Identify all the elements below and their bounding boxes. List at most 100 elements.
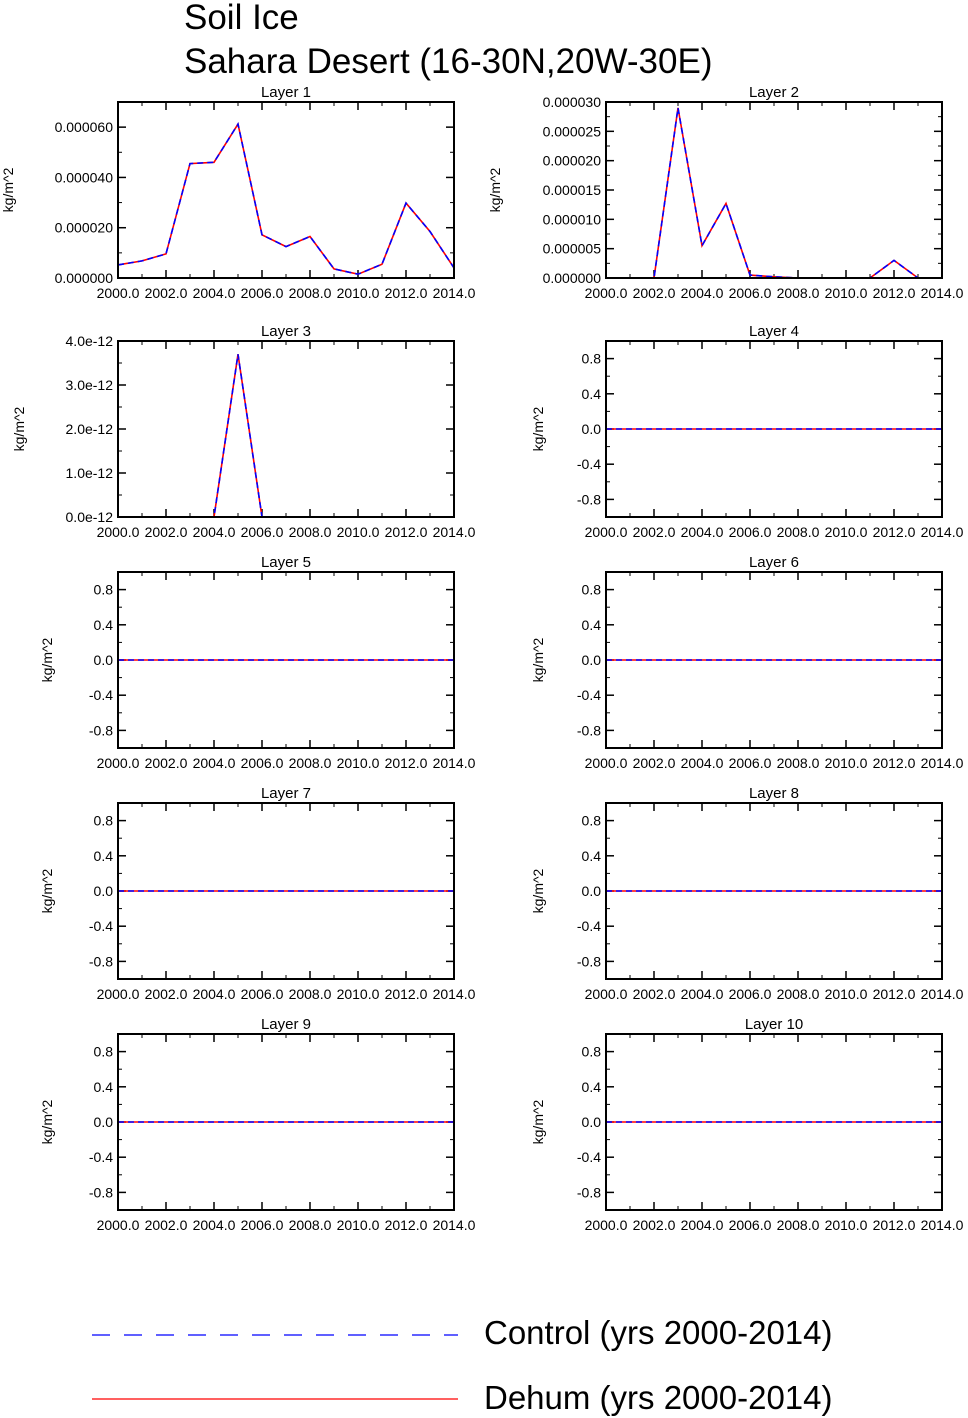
figure-subtitle: Sahara Desert (16-30N,20W-30E)	[184, 42, 713, 81]
panel-title: Layer 4	[749, 323, 799, 340]
x-tick-label: 2006.0	[241, 285, 284, 301]
y-tick-label: -0.4	[89, 687, 113, 703]
plot-frame	[117, 340, 455, 518]
x-tick-label: 2000.0	[97, 1217, 140, 1233]
layer-panel-2: Layer 2 2000.0 2002.0 2004.0 2006.0 2008.0 201…	[487, 84, 964, 301]
x-tick-label: 2014.0	[433, 986, 476, 1002]
x-tick-label: 2010.0	[825, 1217, 868, 1233]
x-tick-label: 2002.0	[633, 285, 676, 301]
y-tick-label: 0.4	[94, 1079, 114, 1095]
y-tick-label: -0.4	[89, 1149, 113, 1165]
y-axis-label: kg/m^2	[530, 637, 546, 682]
panel-title: Layer 3	[261, 323, 311, 340]
x-tick-label: 2002.0	[145, 285, 188, 301]
panel-title: Layer 10	[745, 1016, 803, 1033]
y-tick-label: -0.8	[577, 491, 601, 507]
x-tick-label: 2006.0	[729, 755, 772, 771]
series-line-dehum	[118, 354, 454, 518]
x-tick-label: 2012.0	[873, 524, 916, 540]
panel-title: Layer 5	[261, 554, 311, 571]
figure-title: Soil Ice	[184, 0, 299, 37]
x-tick-label: 2014.0	[433, 285, 476, 301]
series-line-control	[117, 122, 455, 276]
layer-panel-10: Layer 10 2000.0 2002.0 2004.0 2006.0 2008.0 20…	[530, 1016, 964, 1233]
y-tick-label: -0.8	[89, 1184, 113, 1200]
y-tick-label: -0.8	[577, 953, 601, 969]
series-line-dehum	[606, 107, 942, 279]
y-tick-label: 1.0e-12	[66, 465, 114, 481]
x-tick-label: 2002.0	[145, 755, 188, 771]
x-tick-label: 2012.0	[385, 755, 428, 771]
y-axis-label: kg/m^2	[39, 868, 55, 913]
y-tick-label: -0.8	[89, 953, 113, 969]
y-axis-label: kg/m^2	[487, 167, 503, 212]
x-tick-label: 2010.0	[337, 524, 380, 540]
y-axis-label: kg/m^2	[11, 406, 27, 451]
x-tick-label: 2014.0	[921, 986, 964, 1002]
x-tick-label: 2002.0	[145, 524, 188, 540]
y-tick-label: 0.000000	[55, 270, 114, 286]
x-tick-label: 2006.0	[729, 524, 772, 540]
x-tick-label: 2006.0	[241, 524, 284, 540]
x-tick-label: 2002.0	[633, 1217, 676, 1233]
x-tick-label: 2008.0	[289, 755, 332, 771]
x-tick-label: 2002.0	[145, 1217, 188, 1233]
x-tick-label: 2004.0	[193, 986, 236, 1002]
panel-title: Layer 7	[261, 785, 311, 802]
x-tick-label: 2012.0	[385, 986, 428, 1002]
y-tick-label: 0.8	[94, 813, 114, 829]
y-tick-label: 3.0e-12	[66, 377, 114, 393]
x-tick-label: 2014.0	[921, 285, 964, 301]
x-tick-label: 2010.0	[337, 986, 380, 1002]
y-tick-label: -0.4	[577, 456, 601, 472]
y-tick-label: 0.8	[582, 1044, 602, 1060]
x-tick-label: 2008.0	[777, 986, 820, 1002]
x-tick-label: 2000.0	[97, 285, 140, 301]
plot-frame	[605, 1033, 943, 1211]
layer-panel-3: Layer 3 2000.0 2002.0 2004.0 2006.0 2008.0 201…	[11, 323, 476, 540]
x-tick-label: 2012.0	[385, 524, 428, 540]
x-tick-label: 2004.0	[681, 755, 724, 771]
x-tick-label: 2004.0	[193, 755, 236, 771]
x-tick-label: 2012.0	[385, 1217, 428, 1233]
x-tick-label: 2012.0	[873, 755, 916, 771]
plot-frame	[117, 571, 455, 749]
y-tick-label: 0.000020	[543, 153, 602, 169]
x-tick-label: 2002.0	[633, 986, 676, 1002]
y-tick-label: 0.4	[582, 617, 602, 633]
x-tick-label: 2008.0	[777, 755, 820, 771]
x-tick-label: 2010.0	[337, 755, 380, 771]
y-tick-label: 0.0	[94, 652, 114, 668]
y-tick-label: 0.0	[582, 1114, 602, 1130]
y-tick-label: 0.0	[582, 883, 602, 899]
x-tick-label: 2008.0	[777, 285, 820, 301]
legend-label-dehum: Dehum (yrs 2000-2014)	[484, 1379, 833, 1416]
y-tick-label: -0.4	[577, 687, 601, 703]
y-tick-label: -0.4	[577, 1149, 601, 1165]
layer-panel-4: Layer 4 2000.0 2002.0 2004.0 2006.0 2008.0 201…	[530, 323, 964, 540]
plot-frame	[605, 101, 943, 279]
panel-title: Layer 6	[749, 554, 799, 571]
x-tick-label: 2008.0	[777, 1217, 820, 1233]
panel-title: Layer 9	[261, 1016, 311, 1033]
x-tick-label: 2008.0	[289, 1217, 332, 1233]
x-tick-label: 2002.0	[633, 524, 676, 540]
x-tick-label: 2004.0	[193, 285, 236, 301]
x-tick-label: 2010.0	[825, 986, 868, 1002]
y-tick-label: 0.000060	[55, 119, 114, 135]
x-tick-label: 2010.0	[825, 524, 868, 540]
x-tick-label: 2012.0	[873, 986, 916, 1002]
y-tick-label: 0.000040	[55, 169, 114, 185]
y-tick-label: 0.000000	[543, 270, 602, 286]
y-tick-label: -0.4	[89, 918, 113, 934]
x-tick-label: 2010.0	[337, 1217, 380, 1233]
y-tick-label: 0.8	[582, 582, 602, 598]
x-tick-label: 2012.0	[873, 1217, 916, 1233]
y-tick-label: 0.0	[94, 883, 114, 899]
y-tick-label: 0.000020	[55, 220, 114, 236]
y-tick-label: 0.000005	[543, 241, 602, 257]
y-tick-label: 0.4	[94, 848, 114, 864]
series-line-dehum	[117, 122, 455, 276]
x-tick-label: 2010.0	[825, 755, 868, 771]
